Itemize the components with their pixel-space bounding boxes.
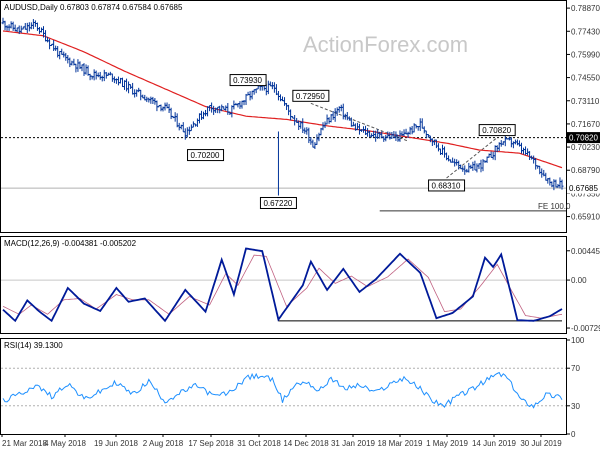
trend-line (446, 137, 498, 179)
price-panel-title: AUDUSD,Daily 0.67803 0.67874 0.67584 0.6… (4, 3, 183, 12)
annotation-box (292, 89, 330, 102)
annotation-box (187, 149, 225, 162)
x-tick-label: 17 Sep 2018 (188, 439, 234, 448)
x-tick-label: 14 Dec 2018 (283, 439, 329, 448)
annotation-label: 0.68310 (432, 181, 461, 190)
annotation-0.67220: 0.67220 (259, 196, 297, 209)
x-tick-label: 18 Mar 2019 (378, 439, 423, 448)
price-y-tick-label: 0.77430 (571, 27, 600, 36)
fe-label: FE 100.0 (538, 202, 571, 211)
annotation-box (259, 196, 297, 209)
price-y-tick-label: 0.78870 (571, 4, 600, 13)
level-tag-70820: 0.70820 (567, 132, 600, 144)
price-layer: 0.78870 0.77430 0.75990 0.74550 0.73110 0.716… (1, 4, 600, 222)
annotation-label: 0.70200 (191, 151, 220, 160)
price-y-tick-label: 0.67350 (571, 189, 600, 198)
annotation-0.68310: 0.68310 (428, 179, 466, 192)
price-y-tick-label: 0.75990 (571, 50, 600, 59)
level-tag-70820-label: 0.70820 (569, 134, 598, 143)
moving-average-line (2, 30, 563, 169)
price-y-tick-label: 0.74550 (571, 74, 600, 83)
macd-panel-title: MACD(12,26,9) -0.004381 -0.005202 (4, 239, 137, 248)
price-y-tick-label: 0.71670 (571, 120, 600, 129)
macd-y-tick-label: 0.004456 (571, 247, 600, 256)
annotation-label: 0.70820 (482, 126, 511, 135)
current-price-tag-box (567, 182, 600, 194)
level-tag-70820-box (567, 132, 600, 144)
annotation-label: 0.67220 (263, 199, 292, 208)
annotation-0.72950: 0.72950 (292, 89, 330, 102)
x-tick-label: 21 Mar 2018 (2, 439, 47, 448)
current-price-tag: 0.67685 (567, 182, 600, 194)
annotation-0.73930: 0.73930 (229, 74, 267, 87)
x-tick-label: 31 Jan 2019 (331, 439, 376, 448)
annotation-box (478, 124, 516, 137)
macd-layer: 0.004456 0.00 -0.007298 (1, 247, 600, 333)
annotation-label: 0.73930 (233, 76, 262, 85)
annotation-label: 0.72950 (296, 92, 325, 101)
price-y-tick-label: 0.73110 (571, 97, 600, 106)
macd-line (2, 247, 563, 323)
price-y-tick-label: 0.65910 (571, 213, 600, 222)
annotation-box (229, 74, 267, 87)
watermark: ActionForex.com (303, 32, 468, 57)
rsi-y-tick-label: 100 (571, 336, 585, 345)
rsi-y-tick-label: 0 (571, 430, 576, 439)
x-tick-label: 30 Jul 2019 (520, 439, 562, 448)
x-tick-label: 19 Jun 2018 (94, 439, 139, 448)
rsi-y-tick-label: 30 (571, 402, 580, 411)
x-tick-label: 14 Jun 2019 (472, 439, 517, 448)
macd-panel-frame (0, 236, 567, 334)
annotation-0.70820: 0.70820 (478, 124, 516, 137)
rsi-panel-title: RSI(14) 39.1300 (4, 341, 63, 350)
rsi-line (2, 371, 563, 409)
x-tick-label: 31 Oct 2018 (237, 439, 281, 448)
macd-y-tick-label: 0.00 (571, 276, 587, 285)
price-panel-frame (0, 0, 567, 233)
annotation-0.70200: 0.70200 (187, 149, 225, 162)
price-y-tick-label: 0.70230 (571, 143, 600, 152)
x-tick-label: 2 Aug 2018 (143, 439, 184, 448)
x-tick-label: 1 May 2019 (426, 439, 468, 448)
macd-y-tick-label: -0.007298 (571, 324, 600, 333)
rsi-layer: 100 70 30 0 (1, 336, 585, 439)
price-bar (560, 179, 564, 190)
x-tick-label: 4 May 2018 (44, 439, 86, 448)
current-price-tag-label: 0.67685 (569, 184, 598, 193)
rsi-y-tick-label: 70 (571, 364, 580, 373)
rsi-panel-frame (0, 338, 567, 435)
annotation-box (428, 179, 466, 192)
price-y-tick-label: 0.68790 (571, 166, 600, 175)
